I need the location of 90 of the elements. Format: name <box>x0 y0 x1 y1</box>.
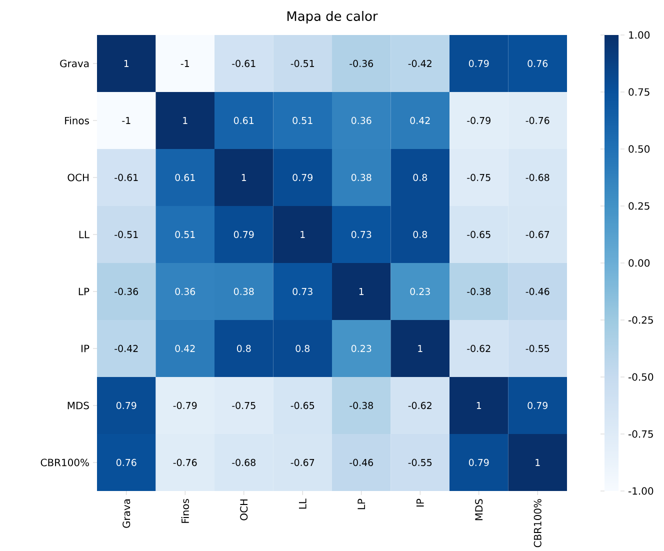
data-label: 0.79 <box>468 458 489 466</box>
data-label: -0.36 <box>350 60 374 68</box>
data-label: 0.36 <box>175 288 196 296</box>
x-tick-label: LP <box>358 498 366 510</box>
data-label: -0.46 <box>350 458 374 466</box>
data-label: -1 <box>122 117 130 124</box>
data-label: 0.38 <box>351 174 372 182</box>
color-bar-label: 0.50 <box>628 145 650 153</box>
data-label: 0.8 <box>236 344 251 352</box>
data-label: 0.79 <box>234 230 254 238</box>
chart-title: Mapa de calor <box>287 10 378 24</box>
data-label: -0.36 <box>114 288 138 296</box>
data-label: -0.68 <box>232 458 256 466</box>
color-bar-label: 0.25 <box>628 202 650 210</box>
data-label: 1 <box>242 174 246 181</box>
data-label: 1 <box>300 231 305 238</box>
data-label: 0.79 <box>116 402 136 410</box>
data-label: -0.38 <box>350 402 373 410</box>
color-bar-label: -1.00 <box>628 487 654 495</box>
data-label: -0.62 <box>408 402 432 410</box>
x-tick-label: Finos <box>181 499 189 523</box>
data-label: -0.62 <box>467 344 490 352</box>
data-label: 0.51 <box>175 230 195 238</box>
color-bar-label: 0.00 <box>628 259 650 267</box>
x-tick-label: CBR100% <box>534 499 542 548</box>
data-label: -0.79 <box>467 116 490 124</box>
data-label: -0.61 <box>232 60 256 68</box>
data-label: -0.75 <box>232 402 256 410</box>
data-label: 0.23 <box>410 288 430 296</box>
data-label: 1 <box>124 60 129 67</box>
data-label: 1 <box>418 345 422 352</box>
x-tick-label: MDS <box>475 499 483 520</box>
color-bar-label: 0.75 <box>628 88 650 96</box>
data-label: 1 <box>476 402 482 409</box>
data-label: -0.67 <box>290 458 314 466</box>
data-label: 0.8 <box>413 230 427 238</box>
data-label: 0.73 <box>292 288 312 296</box>
data-label: 0.8 <box>296 344 310 352</box>
data-label: -0.79 <box>173 402 197 410</box>
data-label: 0.38 <box>234 288 254 296</box>
y-tick-label: Finos <box>65 116 90 124</box>
data-label: 1 <box>536 459 540 466</box>
data-label: 0.61 <box>234 116 254 124</box>
data-label: 0.36 <box>351 116 372 124</box>
data-label: 1 <box>183 117 188 124</box>
y-tick-label: IP <box>82 344 90 352</box>
data-label: -0.68 <box>526 174 550 182</box>
data-label: 0.76 <box>116 458 136 466</box>
data-label: 0.79 <box>292 174 312 182</box>
color-bar-label: -0.25 <box>628 316 653 324</box>
data-label: 0.61 <box>175 174 195 182</box>
data-label: -0.38 <box>467 288 490 296</box>
data-label: -0.46 <box>526 288 550 296</box>
data-label: 0.42 <box>175 344 195 352</box>
data-label: -0.42 <box>114 344 138 352</box>
y-tick-label: Grava <box>60 60 89 68</box>
data-label: 0.79 <box>468 60 489 68</box>
y-tick-label: LP <box>78 288 90 296</box>
y-tick-label: MDS <box>68 402 89 410</box>
data-label: 0.73 <box>351 230 372 238</box>
data-label: -0.76 <box>526 116 550 124</box>
y-tick-label: OCH <box>68 174 88 182</box>
data-label: -1 <box>180 60 189 67</box>
data-label: 0.51 <box>292 116 312 124</box>
data-label: -0.76 <box>173 458 197 466</box>
data-label: -0.51 <box>290 60 314 68</box>
data-label: -0.51 <box>114 230 138 238</box>
x-tick-label: LL <box>298 498 306 509</box>
data-label: 0.8 <box>413 174 427 182</box>
data-label: 0.76 <box>528 60 548 68</box>
data-label: -0.75 <box>467 174 490 182</box>
data-label: 0.23 <box>351 344 372 352</box>
x-tick-label: OCH <box>240 500 248 520</box>
x-tick-label: IP <box>416 498 424 506</box>
data-label: -0.42 <box>408 60 432 68</box>
data-label: -0.65 <box>290 402 314 410</box>
color-bar-label: 1.00 <box>629 31 650 39</box>
color-bar-label: -0.75 <box>628 430 653 438</box>
data-label: -0.55 <box>408 458 432 466</box>
data-label: 0.79 <box>528 402 548 410</box>
y-tick-label: LL <box>79 230 90 238</box>
data-label: 1 <box>359 288 364 295</box>
data-label: -0.55 <box>526 344 550 352</box>
data-label: -0.67 <box>526 230 550 238</box>
data-label: 0.42 <box>410 116 430 124</box>
y-tick-label: CBR100% <box>40 458 89 466</box>
data-label: -0.61 <box>114 174 138 182</box>
x-tick-label: Grava <box>122 499 130 528</box>
data-label: -0.65 <box>467 230 490 238</box>
color-bar-label: -0.50 <box>628 373 654 381</box>
